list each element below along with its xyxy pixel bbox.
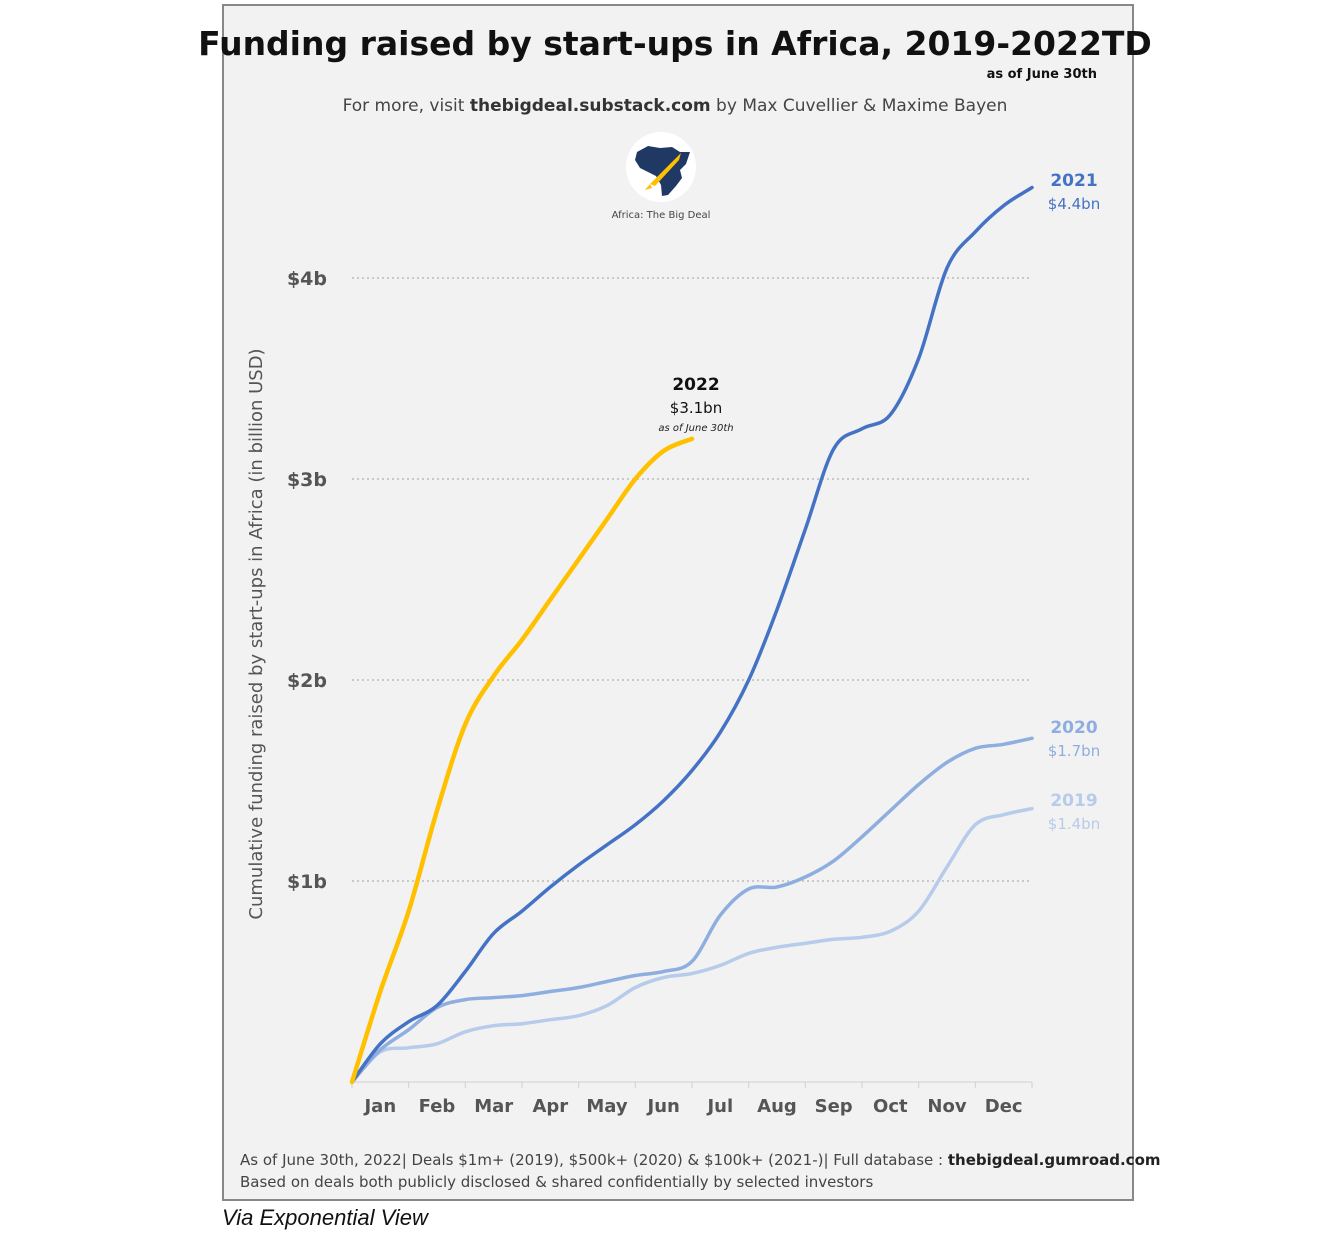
series-label-2022: 2022 [672,375,719,395]
x-tick-label: Oct [873,1096,908,1117]
series-layer [349,185,1034,1085]
x-tick-label: Dec [985,1096,1023,1117]
x-tick-label: Nov [927,1096,966,1117]
x-tick-label: Mar [474,1096,513,1117]
subtitle-prefix: For more, visit [343,96,470,116]
y-tick-label: $2b [287,670,327,692]
x-tick-label: Apr [532,1096,568,1117]
y-axis-label: Cumulative funding raised by start-ups i… [246,348,267,919]
image-caption: Via Exponential View [222,1205,428,1230]
chart-subtitle: For more, visit thebigdeal.substack.com … [343,96,1008,116]
x-tick-label: Aug [757,1096,797,1117]
logo-caption: Africa: The Big Deal [612,210,711,221]
footer-line-1: As of June 30th, 2022| Deals $1m+ (2019)… [240,1151,1161,1169]
rocket-flame-icon [645,184,652,190]
chart-title: Funding raised by start-ups in Africa, 2… [198,24,1152,63]
x-tick-label: Jan [362,1096,396,1117]
series-note-2022: as of June 30th [658,423,733,434]
chart-panel [222,4,1134,1201]
africa-logo: Africa: The Big Deal [612,132,711,221]
x-tick-label: Jul [705,1096,733,1117]
x-tick-label: Feb [419,1096,456,1117]
series-label-2021: 2021 [1050,171,1097,191]
footer-line-1-prefix: As of June 30th, 2022| Deals $1m+ (2019)… [240,1151,948,1169]
series-value-2019: $1.4bn [1048,815,1100,833]
x-tick-layer: Jan Feb Mar Apr May Jun Jul Aug Sep Oct Nov Dec [351,1081,1033,1117]
footer-site: thebigdeal.gumroad.com [948,1151,1161,1169]
x-tick-label: Jun [646,1096,680,1117]
as-of-note: as of June 30th [987,67,1097,82]
series-value-2021: $4.4bn [1048,195,1100,213]
y-tick-label: $1b [287,871,327,893]
series-value-2020: $1.7bn [1048,742,1100,760]
series-line-2019 [350,806,1034,1084]
x-tick-label: May [586,1096,628,1117]
y-tick-layer: $1b $2b $3b $4b [287,268,327,893]
rocket-icon [650,153,681,186]
series-line-2022 [349,436,695,1085]
series-line-2021 [350,185,1034,1084]
grid-layer [352,277,1032,882]
series-label-2020: 2020 [1050,718,1097,738]
series-line-2020 [350,736,1034,1084]
subtitle-site: thebigdeal.substack.com [470,96,711,116]
label-layer: 2019 $1.4bn 2020 $1.7bn 2021 $4.4bn 2022 $3.1bn… [658,171,1100,833]
subtitle-suffix: by Max Cuvellier & Maxime Bayen [711,96,1008,116]
y-tick-label: $3b [287,469,327,491]
x-tick-label: Sep [815,1096,853,1117]
series-value-2022: $3.1bn [670,399,722,417]
series-label-2019: 2019 [1050,791,1097,811]
footer-line-2: Based on deals both publicly disclosed &… [240,1173,873,1191]
y-tick-label: $4b [287,268,327,290]
